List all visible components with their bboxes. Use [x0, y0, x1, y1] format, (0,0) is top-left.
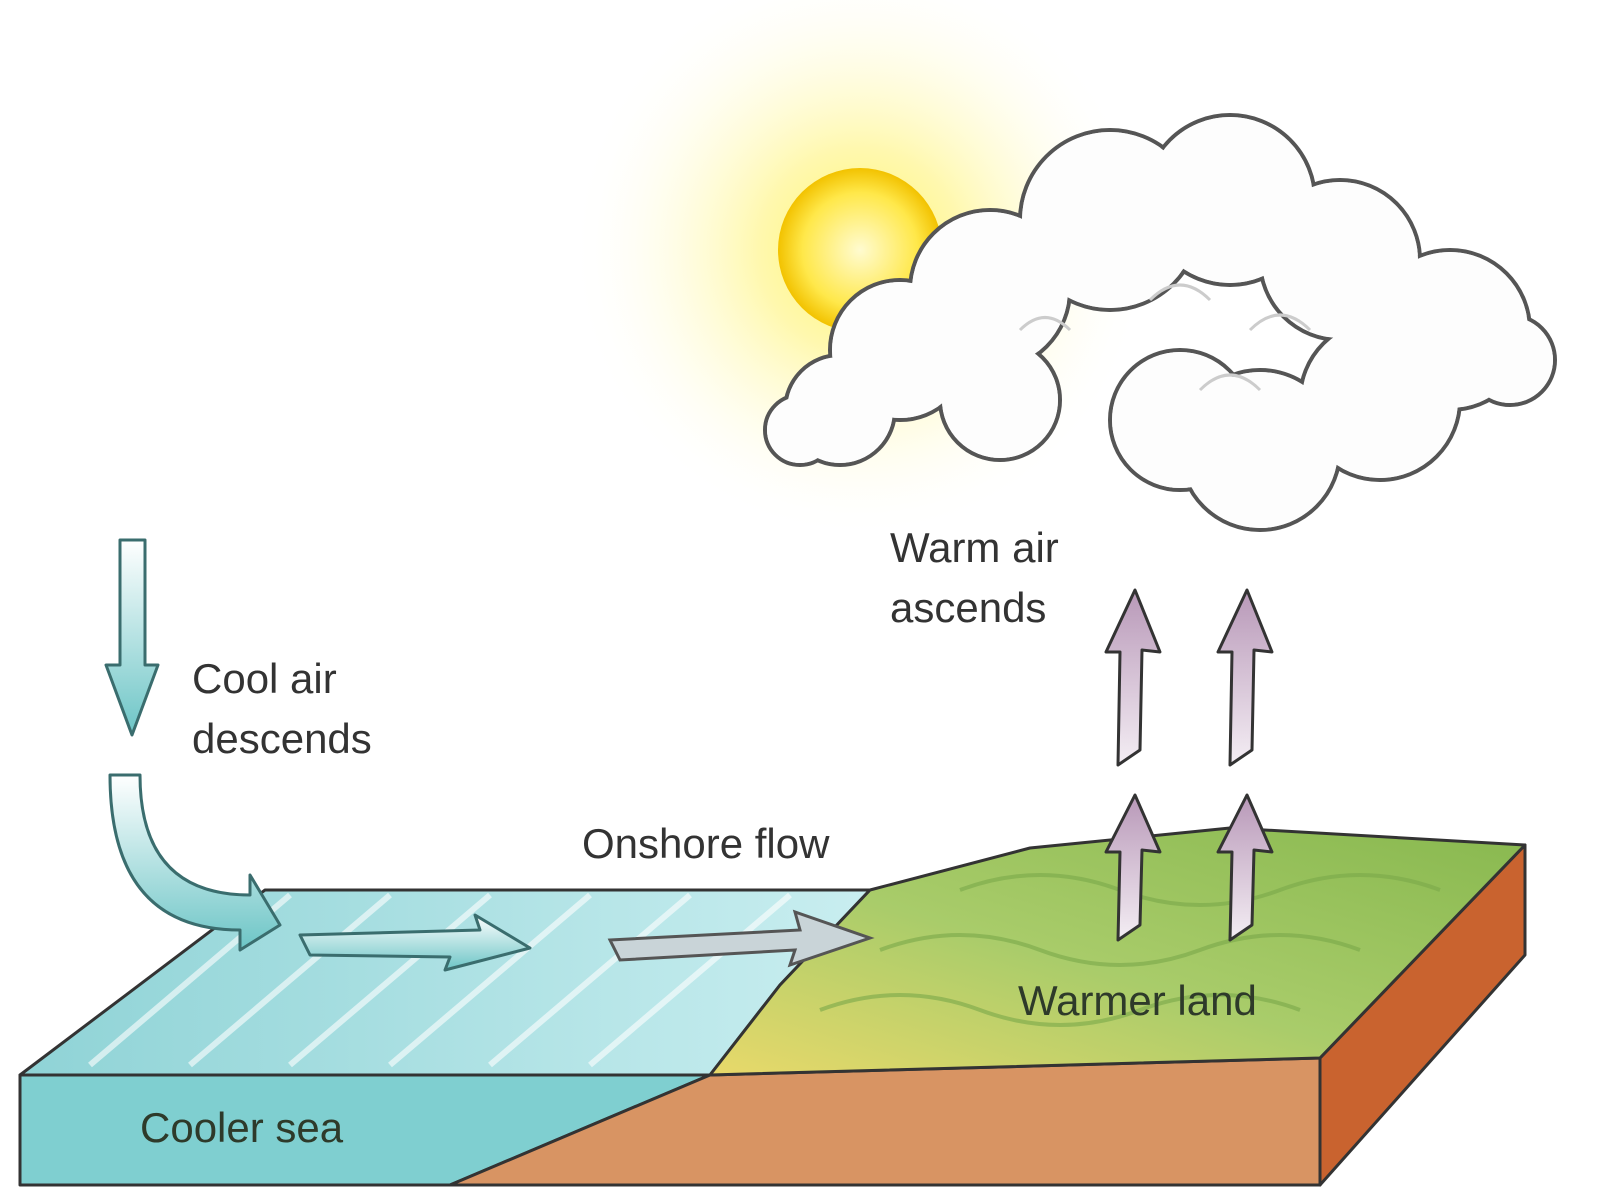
label: Cooler sea	[140, 1104, 344, 1151]
label: Onshore flow	[582, 820, 830, 867]
page: Warm air ascends Cool air descends Onsho…	[0, 0, 1606, 1193]
curve-arrow	[110, 775, 280, 950]
label: Warmer land	[1018, 977, 1257, 1024]
descend-arrow	[106, 540, 158, 735]
label: Warm air	[890, 524, 1059, 571]
label: descends	[192, 715, 372, 762]
diagram: Warm air ascends Cool air descends Onsho…	[0, 0, 1606, 1193]
label: Cool air	[192, 655, 337, 702]
ascend-arrow	[1106, 590, 1160, 765]
label: ascends	[890, 584, 1046, 631]
ascend-arrow	[1218, 590, 1272, 765]
